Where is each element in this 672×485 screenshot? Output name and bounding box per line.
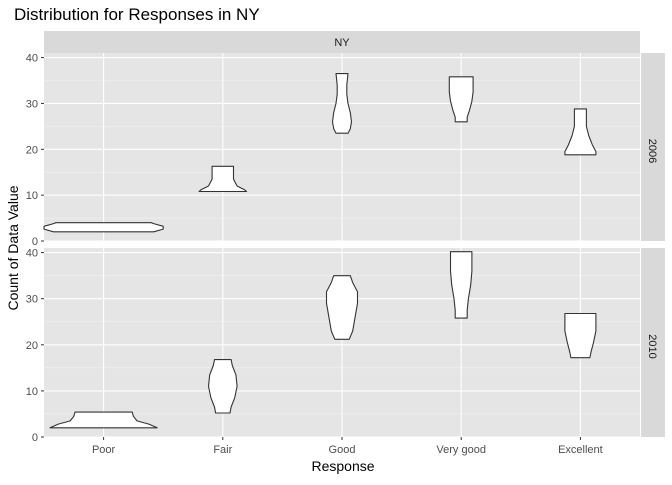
- x-tick-label: Fair: [213, 444, 232, 456]
- y-tick-label: 40: [26, 248, 38, 260]
- x-tick-label: Poor: [92, 444, 116, 456]
- y-tick-label: 20: [26, 144, 38, 156]
- violin-2010-fair: [207, 359, 238, 414]
- violin-2010-excellent: [564, 312, 597, 359]
- y-tick-label: 30: [26, 98, 38, 110]
- y-tick-label: 0: [32, 432, 38, 444]
- chart-title: Distribution for Responses in NY: [14, 5, 260, 24]
- x-tick-label: Very good: [436, 444, 486, 456]
- violin-2010-good: [325, 275, 359, 340]
- x-tick-label: Good: [329, 444, 356, 456]
- violin-2006-fair: [198, 165, 248, 193]
- facet-strip-right-2010: [641, 248, 665, 437]
- facet-strip-label-top: NY: [334, 37, 350, 49]
- y-tick-label: 10: [26, 386, 38, 398]
- y-tick-label: 30: [26, 294, 38, 306]
- x-axis-title: Response: [311, 458, 374, 474]
- violin-2010-poor: [49, 411, 158, 429]
- y-axis-title: Count of Data Value: [5, 185, 21, 310]
- violin-2006-very-good: [448, 76, 474, 123]
- y-tick-label: 10: [26, 190, 38, 202]
- violin-2006-poor: [43, 222, 164, 233]
- facet-strip-label-2006: 2006: [646, 139, 658, 163]
- violin-2010-very-good: [449, 251, 473, 319]
- facet-strip-label-2010: 2010: [646, 334, 658, 358]
- x-tick-label: Excellent: [558, 444, 603, 456]
- y-tick-label: 0: [32, 236, 38, 248]
- violin-2006-good: [331, 73, 353, 134]
- y-tick-label: 20: [26, 340, 38, 352]
- panels-group: 0 10 20 30 40 2006 0 10 20 30 40 2010 Poor Fair Good Ve…: [26, 53, 665, 456]
- violin-2006-excellent: [564, 108, 597, 156]
- facet-strip-right-2006: [641, 53, 665, 241]
- y-tick-label: 40: [26, 53, 38, 65]
- facet-strip-top: [44, 31, 640, 53]
